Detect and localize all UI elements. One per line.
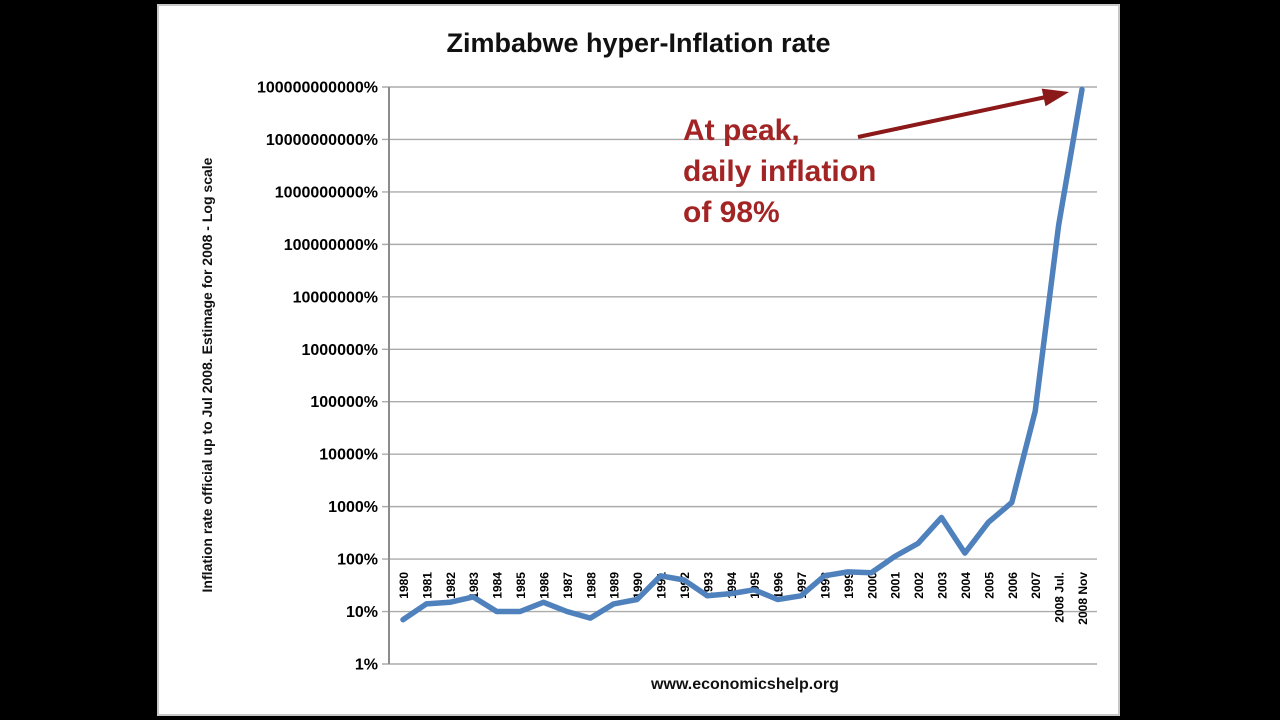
source-text: www.economicshelp.org xyxy=(651,676,839,693)
annotation-line-3: of 98% xyxy=(683,196,780,229)
chart-slide: Zimbabwe hyper-Inflation rate Inflation … xyxy=(157,4,1120,716)
annotation-line-1: At peak, xyxy=(683,114,800,147)
annotation-line-2: daily inflation xyxy=(683,155,877,188)
y-axis-title: Inflation rate official up to Jul 2008. … xyxy=(199,157,215,593)
peak-annotation: At peak, daily inflation of 98% xyxy=(683,110,876,233)
chart-title: Zimbabwe hyper-Inflation rate xyxy=(446,28,831,58)
